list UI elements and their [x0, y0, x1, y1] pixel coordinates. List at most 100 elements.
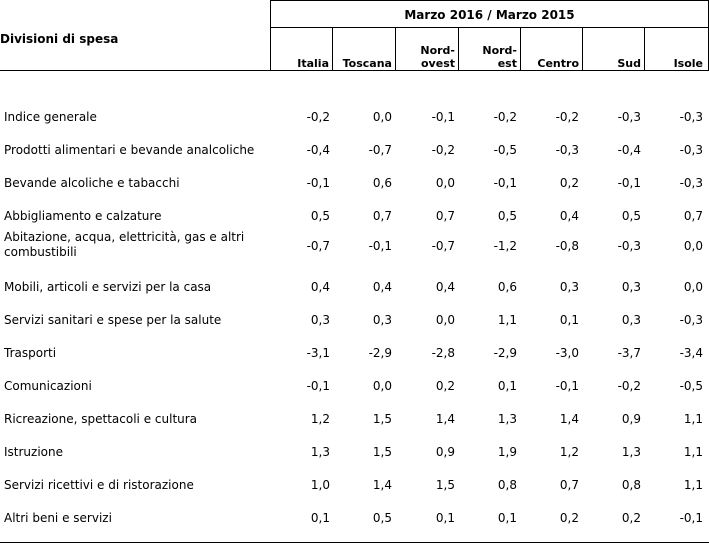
table-cell: 0,3 — [372, 313, 392, 327]
table-cell: -0,8 — [555, 239, 579, 253]
table-cell: 0,5 — [621, 209, 641, 223]
table-cell: 1,0 — [310, 478, 330, 492]
table-cell: -0,1 — [306, 379, 330, 393]
table-cell: -0,3 — [679, 313, 703, 327]
table-cell: 1,3 — [310, 445, 330, 459]
table-cell: 0,1 — [435, 511, 455, 525]
table-cell: -0,7 — [306, 239, 330, 253]
row-label: Mobili, articoli e servizi per la casa — [4, 280, 212, 294]
table-cell: 1,3 — [497, 412, 517, 426]
table-cell: 0,4 — [435, 280, 455, 294]
table-cell: 1,1 — [683, 478, 703, 492]
table-cell: -0,3 — [555, 143, 579, 157]
table-cell: 0,2 — [559, 511, 579, 525]
row-label: Abitazione, acqua, elettricità, gas e al… — [4, 230, 245, 259]
table-cell: -2,8 — [431, 346, 455, 360]
table-cell: -0,5 — [493, 143, 517, 157]
row-label: Trasporti — [4, 346, 57, 360]
table-cell: 1,2 — [310, 412, 330, 426]
table-cell: 0,0 — [683, 280, 703, 294]
table-cell: 1,1 — [683, 445, 703, 459]
stub-column-divider — [270, 0, 271, 71]
table-cell: 0,5 — [497, 209, 517, 223]
row-label: Altri beni e servizi — [4, 511, 112, 525]
col-header-nord-ovest: Nord- ovest — [420, 44, 455, 70]
table-cell: 0,6 — [497, 280, 517, 294]
col-header-italia: Italia — [297, 57, 329, 70]
table-cell: -0,1 — [368, 239, 392, 253]
table-cell: 0,2 — [621, 511, 641, 525]
table-cell: -0,3 — [679, 176, 703, 190]
table-cell: -0,1 — [493, 176, 517, 190]
table-cell: 0,2 — [435, 379, 455, 393]
table-cell: 1,5 — [372, 445, 392, 459]
col-header-sud: Sud — [617, 57, 641, 70]
table-cell: 1,4 — [372, 478, 392, 492]
table-cell: 0,4 — [310, 280, 330, 294]
table-cell: 0,0 — [683, 239, 703, 253]
table-cell: -1,2 — [493, 239, 517, 253]
table-cell: -0,1 — [617, 176, 641, 190]
col-divider-3 — [458, 28, 459, 71]
table-cell: -3,4 — [679, 346, 703, 360]
table-cell: -0,1 — [431, 110, 455, 124]
table-cell: -0,2 — [306, 110, 330, 124]
period-divider — [270, 27, 709, 28]
table-cell: 0,4 — [559, 209, 579, 223]
table-cell: 0,3 — [310, 313, 330, 327]
col-divider-5 — [582, 28, 583, 71]
table-cell: 0,1 — [497, 379, 517, 393]
table-cell: 1,5 — [435, 478, 455, 492]
table-cell: 0,7 — [435, 209, 455, 223]
table-cell: -0,1 — [555, 379, 579, 393]
col-header-nord-est: Nord- est — [482, 44, 517, 70]
row-label: Servizi sanitari e spese per la salute — [4, 313, 222, 327]
table-cell: 0,3 — [621, 313, 641, 327]
col-divider-6 — [644, 28, 645, 71]
table-cell: 0,1 — [310, 511, 330, 525]
table-cell: 1,9 — [497, 445, 517, 459]
table-cell: 0,0 — [372, 110, 392, 124]
col-divider-1 — [332, 28, 333, 71]
row-label: Servizi ricettivi e di ristorazione — [4, 478, 194, 492]
table-bottom-border — [0, 542, 709, 543]
table-title: Divisioni di spesa — [0, 32, 119, 46]
table-cell: 0,9 — [435, 445, 455, 459]
table-cell: -0,1 — [679, 511, 703, 525]
row-label: Comunicazioni — [4, 379, 92, 393]
table-cell: 0,7 — [372, 209, 392, 223]
table-cell: 1,4 — [435, 412, 455, 426]
table-cell: 0,4 — [372, 280, 392, 294]
table-cell: -0,2 — [431, 143, 455, 157]
table-cell: -2,9 — [368, 346, 392, 360]
table-cell: -0,5 — [679, 379, 703, 393]
table-cell: 0,6 — [372, 176, 392, 190]
table-cell: 0,5 — [372, 511, 392, 525]
table-cell: 0,2 — [559, 176, 579, 190]
table-cell: 0,3 — [559, 280, 579, 294]
table-cell: 0,0 — [435, 176, 455, 190]
table-cell: 0,3 — [621, 280, 641, 294]
table-cell: 0,1 — [559, 313, 579, 327]
table-cell: -0,1 — [306, 176, 330, 190]
table-cell: 0,5 — [310, 209, 330, 223]
table-cell: -0,2 — [493, 110, 517, 124]
row-label: Ricreazione, spettacoli e cultura — [4, 412, 198, 426]
table-cell: 0,1 — [497, 511, 517, 525]
row-label: Istruzione — [4, 445, 63, 459]
row-label: Abbigliamento e calzature — [4, 209, 162, 223]
row-label: Bevande alcoliche e tabacchi — [4, 176, 180, 190]
table-cell: 1,3 — [621, 445, 641, 459]
table-cell: -0,3 — [617, 239, 641, 253]
table-cell: -0,7 — [368, 143, 392, 157]
table-cell: 1,2 — [559, 445, 579, 459]
top-border — [270, 0, 709, 1]
row-label: Indice generale — [4, 110, 97, 124]
table-cell: 0,7 — [683, 209, 703, 223]
col-divider-4 — [520, 28, 521, 71]
period-header: Marzo 2016 / Marzo 2015 — [404, 8, 575, 22]
table-cell: -0,7 — [431, 239, 455, 253]
table-cell: -0,2 — [555, 110, 579, 124]
table-cell: 0,8 — [497, 478, 517, 492]
